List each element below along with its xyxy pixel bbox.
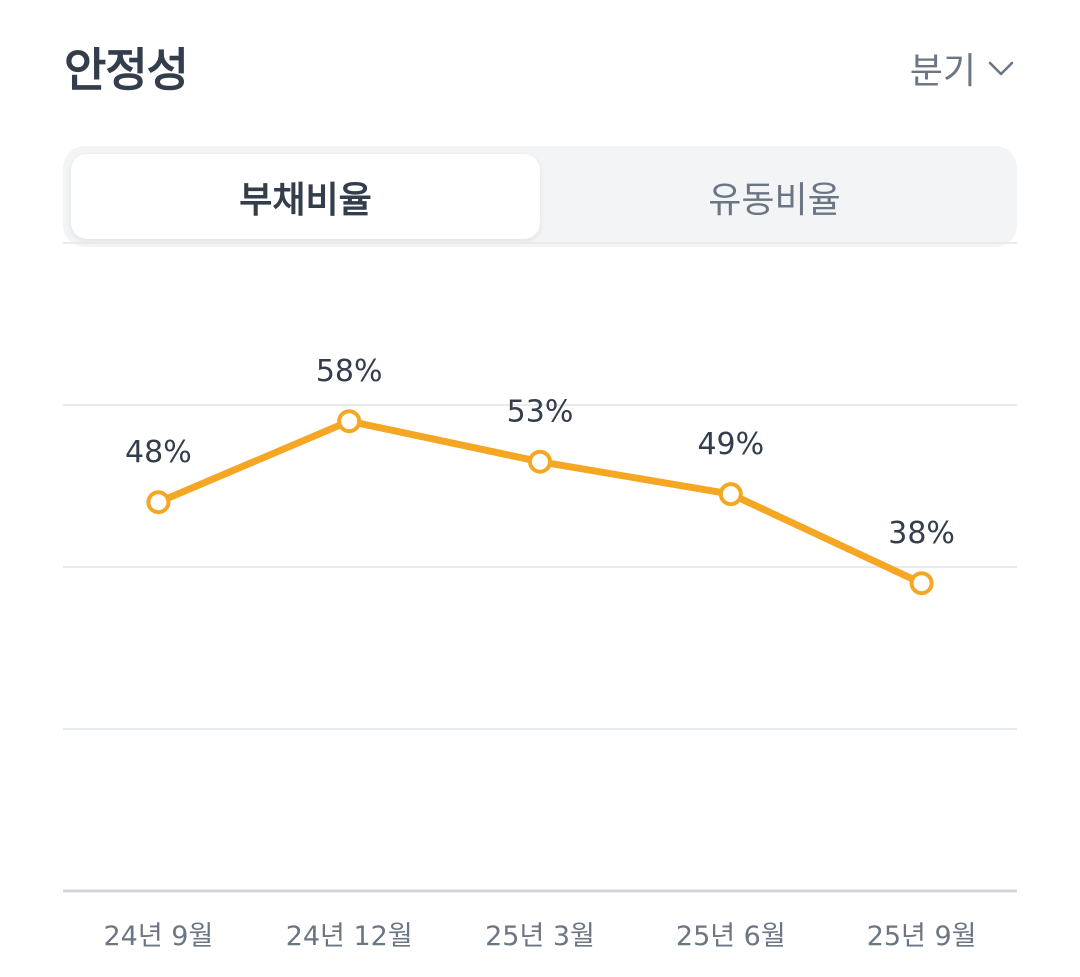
ratio-tab-group: 부채비율 유동비율 — [63, 146, 1017, 247]
x-tick-label: 25년 9월 — [867, 921, 977, 952]
tab-current-ratio[interactable]: 유동비율 — [708, 179, 841, 221]
period-dropdown[interactable]: 분기 — [910, 42, 1016, 94]
data-point — [718, 482, 743, 507]
chevron-down-icon — [988, 61, 1014, 76]
data-point — [337, 409, 362, 434]
data-label: 38% — [888, 516, 955, 551]
x-tick-label: 24년 12월 — [286, 921, 413, 952]
data-point — [146, 490, 171, 515]
tab-debt-ratio[interactable]: 부채비율 — [71, 154, 540, 239]
period-dropdown-label: 분기 — [909, 51, 976, 92]
data-point — [909, 571, 934, 596]
data-label: 48% — [125, 435, 192, 470]
section-header: 안정성 분기 — [64, 30, 1016, 100]
series-line — [154, 417, 926, 587]
data-label: 58% — [316, 354, 383, 389]
x-tick-label: 24년 9월 — [103, 921, 213, 952]
x-tick-label: 25년 3월 — [485, 921, 595, 952]
data-label: 53% — [507, 395, 574, 430]
data-label: 49% — [697, 427, 764, 462]
data-point — [528, 449, 552, 474]
section-title: 안정성 — [64, 43, 189, 97]
x-tick-label: 25년 6월 — [676, 921, 786, 952]
